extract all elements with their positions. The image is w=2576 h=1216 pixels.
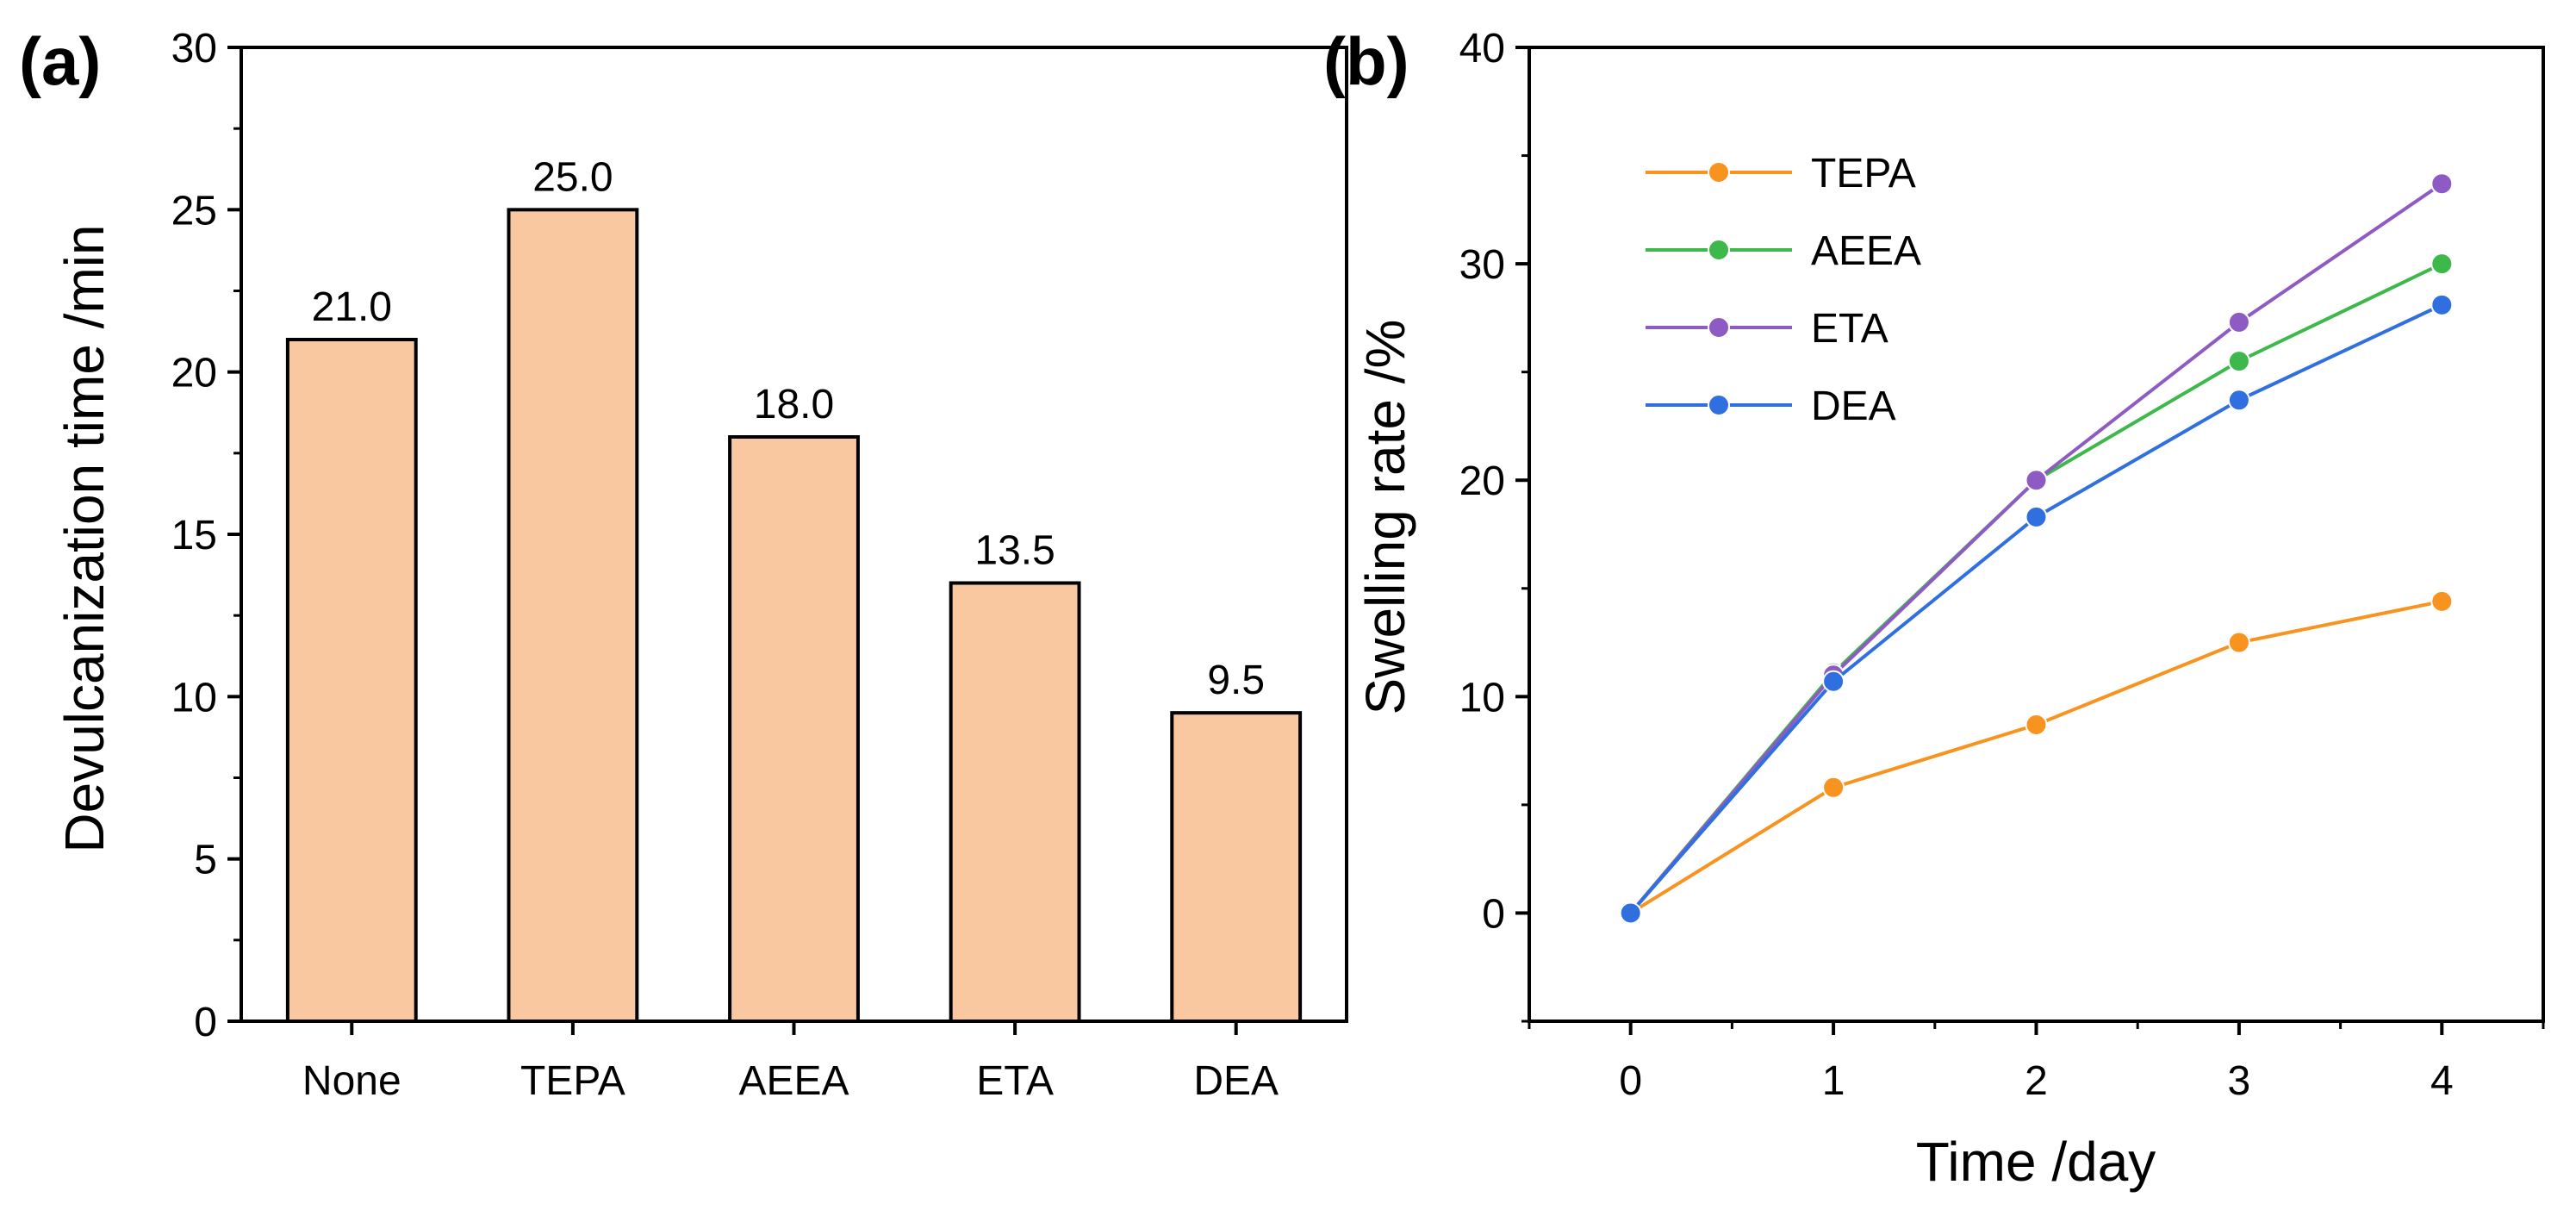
legend-label: ETA bbox=[1811, 306, 1888, 352]
line-chart-series bbox=[1619, 172, 2454, 925]
data-point bbox=[2430, 253, 2454, 276]
data-point bbox=[2025, 469, 2048, 492]
data-point bbox=[2227, 310, 2250, 334]
legend-label: DEA bbox=[1811, 384, 1896, 429]
series-dea bbox=[1619, 293, 2454, 925]
x-tick-label: TEPA bbox=[520, 1058, 625, 1104]
series-line bbox=[1629, 599, 2442, 915]
bar-chart-data-labels: 21.0 25.0 18.0 13.5 9.5 bbox=[312, 154, 1265, 703]
bar bbox=[949, 581, 1081, 1023]
data-point bbox=[1822, 776, 1845, 799]
legend-marker bbox=[1708, 394, 1730, 416]
y-tick-label: 30 bbox=[1459, 242, 1505, 288]
legend-marker bbox=[1708, 161, 1730, 184]
legend-label: AEEA bbox=[1811, 228, 1921, 274]
data-point bbox=[2430, 293, 2454, 316]
bar-chart-bars bbox=[285, 208, 1303, 1024]
bar-chart-y-axis-title: Devulcanization time /min bbox=[53, 224, 115, 852]
bar-data-label: 13.5 bbox=[974, 528, 1055, 574]
data-point bbox=[2227, 631, 2250, 654]
y-tick-label: 10 bbox=[1459, 675, 1505, 720]
series-aeea bbox=[1619, 253, 2454, 925]
data-point bbox=[2025, 505, 2048, 528]
bar-data-label: 25.0 bbox=[532, 154, 613, 200]
legend-label: TEPA bbox=[1811, 151, 1916, 196]
legend-item-aeea: AEEA bbox=[1646, 228, 1921, 274]
series-line bbox=[1629, 182, 2443, 914]
y-tick-label: 5 bbox=[194, 838, 217, 883]
legend-item-eta: ETA bbox=[1646, 306, 1888, 352]
panel-label-a: (a) bbox=[19, 23, 101, 99]
series-eta bbox=[1619, 172, 2454, 925]
line-chart-y-axis-title: Swelling rate /% bbox=[1354, 320, 1416, 715]
line-chart-plot-frame bbox=[1528, 46, 2545, 1023]
y-tick-label: 0 bbox=[194, 1000, 217, 1045]
line-chart-x-axis-title: Time /day bbox=[1916, 1131, 2156, 1193]
y-tick-label: 20 bbox=[1459, 458, 1505, 504]
data-point bbox=[1822, 670, 1845, 693]
x-tick-label: ETA bbox=[976, 1058, 1054, 1104]
line-chart-panel: (b) Swelling rate /% Time /day 010203040… bbox=[1323, 23, 2545, 1193]
line-chart-legend: TEPA AEEA ETA DEA bbox=[1646, 151, 1921, 429]
y-tick-label: 15 bbox=[171, 513, 217, 558]
data-point bbox=[2227, 389, 2250, 412]
bar bbox=[285, 338, 418, 1023]
y-tick-label: 30 bbox=[171, 26, 217, 72]
x-tick-label: 0 bbox=[1619, 1058, 1642, 1104]
data-point bbox=[2430, 172, 2454, 196]
panel-label-b: (b) bbox=[1323, 23, 1409, 99]
bar-chart-y-ticks: 0 5 10 15 20 25 30 bbox=[171, 26, 241, 1045]
x-tick-label: None bbox=[302, 1058, 401, 1104]
y-tick-label: 40 bbox=[1459, 26, 1505, 72]
legend-marker bbox=[1708, 316, 1730, 339]
bar bbox=[1170, 711, 1303, 1024]
legend-item-tepa: TEPA bbox=[1646, 151, 1916, 196]
bar-chart-panel: (a) Devulcanization time /min 0 5 10 15 20 25… bbox=[19, 23, 1348, 1104]
x-tick-label: 2 bbox=[2025, 1058, 2048, 1104]
x-tick-label: 4 bbox=[2430, 1058, 2454, 1104]
series-line bbox=[1629, 303, 2443, 914]
data-point bbox=[1619, 901, 1642, 925]
data-point bbox=[2430, 589, 2454, 613]
data-point bbox=[2227, 350, 2250, 373]
bar bbox=[507, 208, 639, 1024]
data-point bbox=[2025, 713, 2048, 736]
series-tepa bbox=[1619, 589, 2454, 925]
bar-data-label: 9.5 bbox=[1207, 658, 1265, 703]
legend-item-dea: DEA bbox=[1646, 384, 1896, 429]
x-tick-label: DEA bbox=[1193, 1058, 1279, 1104]
x-tick-label: 3 bbox=[2228, 1058, 2251, 1104]
line-chart-axis-ticks: 0 10 20 30 40 0 1 2 3 4 bbox=[1459, 26, 2545, 1104]
bar-data-label: 21.0 bbox=[312, 284, 392, 330]
bar-chart-x-ticks: None TEPA AEEA ETA DEA bbox=[302, 1021, 1279, 1104]
y-tick-label: 10 bbox=[171, 675, 217, 720]
x-tick-label: AEEA bbox=[738, 1058, 849, 1104]
legend-marker bbox=[1708, 239, 1730, 261]
y-tick-label: 25 bbox=[171, 188, 217, 234]
bar-data-label: 18.0 bbox=[754, 382, 834, 427]
y-tick-label: 20 bbox=[171, 351, 217, 396]
bar bbox=[728, 435, 860, 1023]
bar-chart-plot-frame bbox=[240, 46, 1348, 1023]
x-tick-label: 1 bbox=[1822, 1058, 1845, 1104]
y-tick-label: 0 bbox=[1482, 891, 1505, 937]
